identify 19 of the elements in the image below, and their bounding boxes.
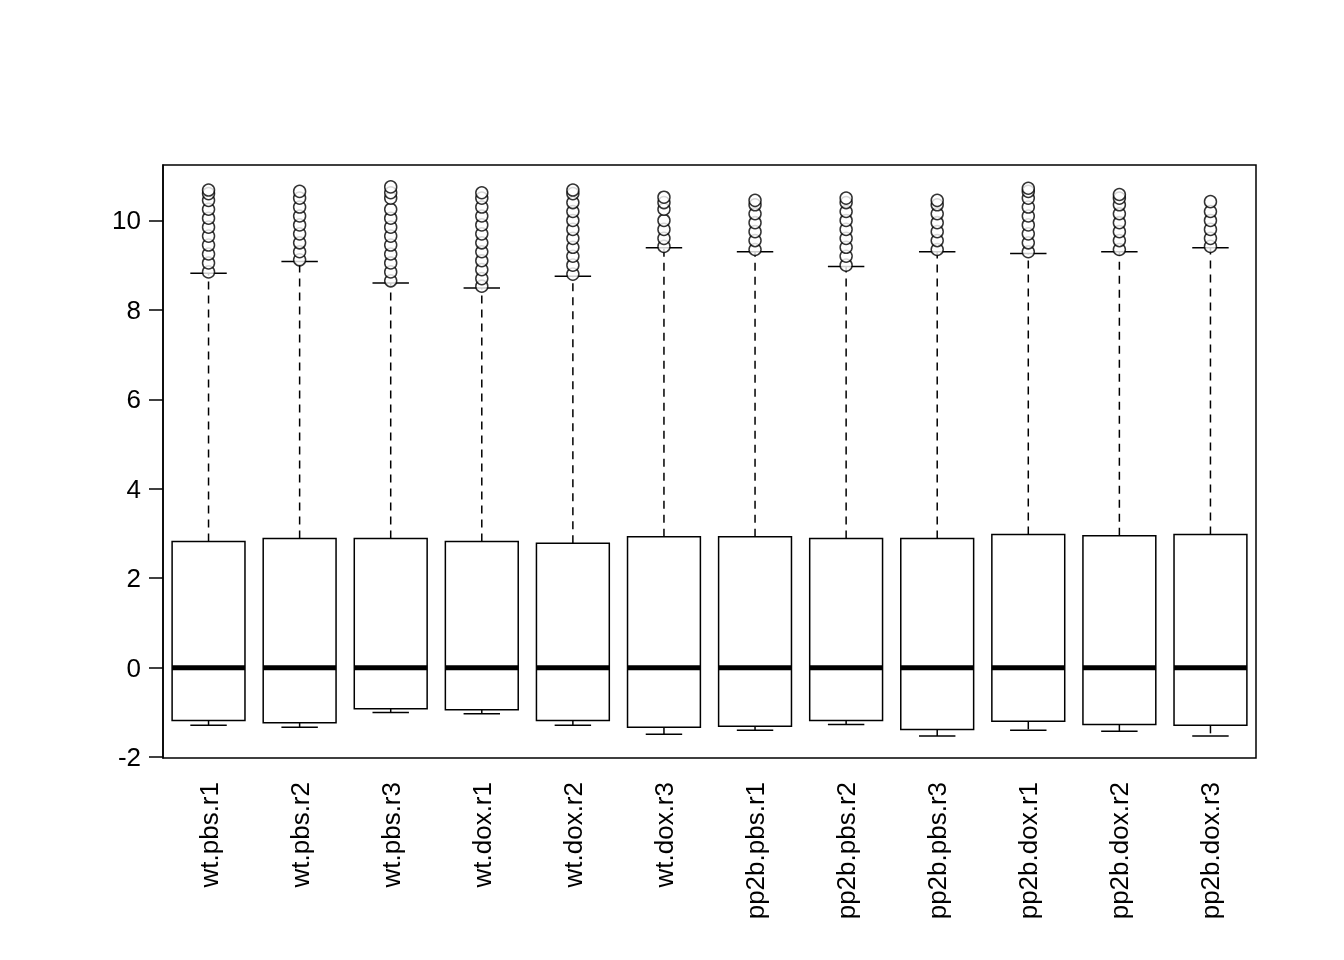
x-tick-label: pp2b.pbs.r1 <box>740 782 771 920</box>
x-tick-label: pp2b.dox.r1 <box>1013 782 1044 920</box>
x-tick-label: pp2b.dox.r2 <box>1104 782 1135 920</box>
x-tick-label: pp2b.pbs.r2 <box>831 782 862 920</box>
x-tick-label: wt.dox.r2 <box>557 782 588 889</box>
y-tick-label: 4 <box>126 473 141 504</box>
x-tick-label: pp2b.dox.r3 <box>1195 782 1226 920</box>
x-tick-label: wt.pbs.r1 <box>193 782 224 889</box>
y-tick-label: 10 <box>112 205 141 236</box>
x-tick-label: wt.pbs.r2 <box>284 782 315 889</box>
y-tick-label: 8 <box>126 294 141 325</box>
x-tick-label: wt.dox.r3 <box>648 782 679 889</box>
y-tick-label: 0 <box>126 652 141 683</box>
y-tick-label: 6 <box>126 384 141 415</box>
x-tick-label: wt.pbs.r3 <box>375 782 406 889</box>
y-tick-label: 2 <box>126 563 141 594</box>
y-tick-label: -2 <box>117 742 141 773</box>
x-tick-label: pp2b.pbs.r3 <box>922 782 953 920</box>
x-tick-label: wt.dox.r1 <box>466 782 497 889</box>
